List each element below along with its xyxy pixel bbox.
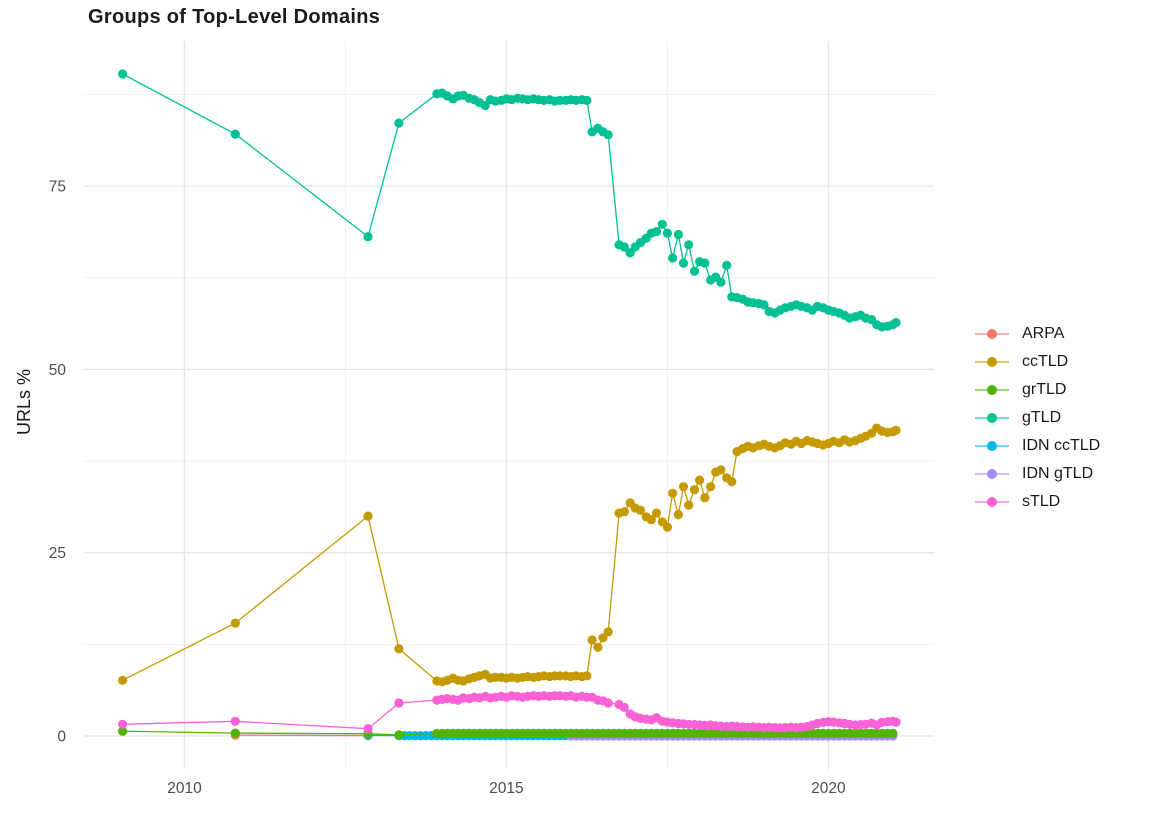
data-point-ccTLD (695, 475, 705, 485)
data-point-gTLD (673, 229, 684, 240)
legend-label: gTLD (1022, 409, 1062, 426)
data-point-ccTLD (727, 477, 737, 487)
data-point-ccTLD (363, 511, 373, 521)
data-point-ccTLD (587, 635, 597, 645)
data-point-ccTLD (598, 633, 608, 643)
data-point-grTLD (118, 726, 128, 736)
data-point-gTLD (678, 258, 689, 268)
data-point-sTLD (891, 717, 901, 727)
legend-key-icon (975, 460, 1009, 488)
legend-label: ARPA (1022, 325, 1065, 342)
legend-key-icon (975, 432, 1009, 460)
data-point-gTLD (363, 232, 373, 242)
y-axis-title: URLs % (14, 369, 34, 436)
legend-key-icon (975, 488, 1009, 516)
legend-key-icon (975, 376, 1009, 404)
data-point-gTLD (759, 300, 769, 310)
data-point-ccTLD (619, 507, 629, 517)
x-tick-label: 2010 (167, 780, 202, 797)
data-point-gTLD (394, 118, 404, 128)
data-point-gTLD (651, 227, 662, 237)
data-point-grTLD (394, 730, 404, 740)
data-point-ccTLD (662, 522, 673, 532)
legend-key-icon (975, 348, 1009, 376)
data-point-gTLD (603, 130, 613, 140)
data-point-sTLD (230, 716, 240, 726)
x-tick-label: 2020 (811, 780, 846, 797)
data-point-ccTLD (700, 493, 710, 503)
data-point-gTLD (891, 317, 901, 328)
data-point-ccTLD (582, 671, 592, 681)
legend-item-cctld: ccTLD (975, 348, 1100, 376)
legend-key-icon (975, 404, 1009, 432)
legend-item-idn-cctld: IDN ccTLD (975, 432, 1100, 460)
data-point-ccTLD (651, 508, 662, 518)
legend-item-stld: sTLD (975, 488, 1100, 516)
legend-key-icon (975, 320, 1009, 348)
data-point-ccTLD (635, 505, 646, 515)
y-tick-label: 50 (49, 362, 67, 379)
y-tick-label: 75 (49, 179, 66, 196)
legend-label: IDN gTLD (1022, 465, 1094, 482)
data-point-gTLD (582, 95, 592, 105)
data-point-gTLD (700, 258, 710, 268)
data-point-gTLD (716, 277, 726, 287)
data-point-gTLD (662, 228, 673, 238)
data-point-gTLD (230, 129, 240, 139)
legend-item-idn-gtld: IDN gTLD (975, 460, 1100, 488)
data-point-ccTLD (891, 425, 901, 435)
data-point-ccTLD (668, 488, 678, 498)
data-point-ccTLD (706, 482, 716, 492)
legend-item-gtld: gTLD (975, 404, 1100, 432)
data-point-gTLD (657, 219, 667, 229)
y-tick-label: 25 (49, 545, 66, 562)
data-point-sTLD (619, 702, 629, 713)
data-point-gTLD (722, 260, 732, 270)
data-point-ccTLD (684, 500, 694, 510)
x-tick-label: 2015 (489, 780, 523, 797)
data-point-grTLD (230, 728, 240, 738)
legend-label: sTLD (1022, 493, 1061, 510)
data-point-gTLD (668, 253, 678, 263)
data-point-ccTLD (394, 644, 404, 654)
series-line-ARPA (235, 734, 369, 737)
data-point-ccTLD (673, 509, 684, 520)
data-point-gTLD (689, 266, 700, 276)
data-point-gTLD (619, 242, 629, 252)
series-line-ccTLD (122, 427, 897, 683)
data-point-ccTLD (118, 675, 128, 685)
data-point-ccTLD (230, 618, 240, 628)
data-point-ccTLD (593, 642, 603, 652)
data-point-ccTLD (689, 485, 700, 495)
data-point-sTLD (394, 698, 404, 708)
data-point-gTLD (684, 240, 694, 250)
legend-item-grtld: grTLD (975, 376, 1100, 404)
legend-label: grTLD (1022, 381, 1067, 398)
chart-title: Groups of Top-Level Domains (88, 6, 381, 28)
data-point-sTLD (363, 724, 373, 734)
data-point-ccTLD (678, 482, 689, 492)
legend-label: ccTLD (1022, 353, 1069, 370)
data-point-sTLD (603, 698, 613, 708)
data-point-grTLD (888, 728, 898, 739)
legend: ARPA ccTLD grTLD gTLD IDN ccTLD IDN gTLD… (975, 320, 1100, 516)
legend-item-arpa: ARPA (975, 320, 1100, 348)
data-point-ccTLD (716, 465, 726, 475)
data-point-gTLD (118, 69, 128, 79)
data-point-ccTLD (603, 627, 613, 637)
data-point-ccTLD (646, 515, 656, 525)
legend-label: IDN ccTLD (1022, 437, 1101, 454)
y-tick-label: 0 (57, 729, 66, 746)
series-line-gTLD (122, 73, 897, 328)
data-point-sTLD (118, 719, 128, 729)
